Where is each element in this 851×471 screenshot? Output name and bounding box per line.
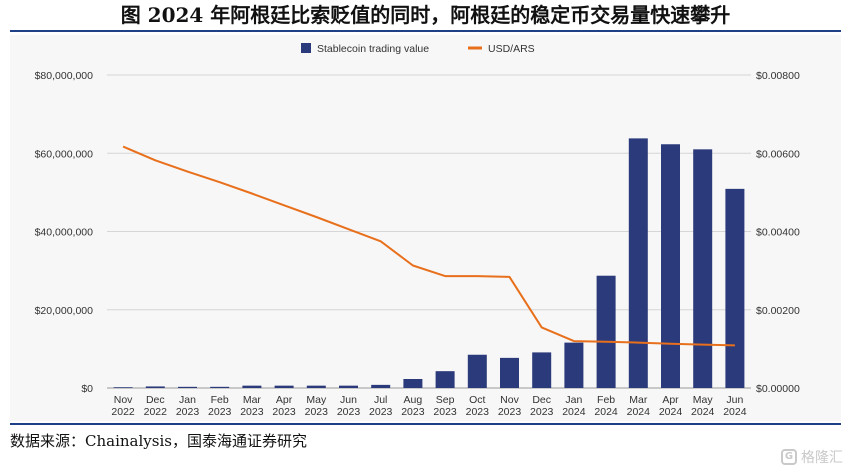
x-tick-label-month: Dec [532, 394, 551, 406]
x-tick-label-month: Apr [276, 394, 293, 406]
y-right-tick-label: $0.00000 [756, 383, 800, 395]
x-tick-label-month: Sep [436, 394, 455, 406]
x-tick-label-month: Jul [374, 394, 387, 406]
bar [725, 188, 745, 388]
bar [628, 138, 648, 388]
bar [339, 385, 358, 388]
legend-swatch-bars [301, 43, 311, 53]
x-tick-label-year: 2023 [401, 406, 425, 418]
x-tick-label-month: Mar [629, 394, 648, 406]
x-tick-label-month: Feb [597, 394, 615, 406]
x-tick-label-year: 2023 [498, 406, 522, 418]
x-tick-label-year: 2022 [144, 406, 168, 418]
y-right-tick-label: $0.00400 [756, 227, 800, 239]
bar [564, 342, 584, 388]
x-tick-label-year: 2023 [337, 406, 361, 418]
x-tick-label-year: 2024 [594, 406, 618, 418]
bar [661, 144, 680, 388]
bar [596, 275, 616, 388]
x-tick-label-year: 2023 [272, 406, 296, 418]
usd-ars-line [122, 145, 735, 347]
watermark: G 格隆汇 [781, 447, 843, 467]
x-tick-label-year: 2023 [466, 406, 490, 418]
watermark-text: 格隆汇 [801, 450, 843, 466]
bar [693, 149, 713, 388]
x-tick-label-year: 2023 [305, 406, 329, 418]
figure-title: 图 2024 年阿根廷比索贬值的同时，阿根廷的稳定币交易量快速攀升 [120, 3, 731, 27]
x-tick-label-year: 2023 [369, 406, 393, 418]
legend-label-bars: Stablecoin trading value [317, 43, 429, 55]
x-tick-label-month: Nov [500, 394, 519, 406]
x-tick-label-month: Mar [243, 394, 262, 406]
y-left-tick-label: $40,000,000 [35, 227, 94, 239]
bar [274, 385, 294, 388]
legend-label-line: USD/ARS [488, 43, 535, 55]
x-tick-label-year: 2024 [562, 406, 586, 418]
x-tick-label-year: 2024 [723, 406, 747, 418]
combo-chart: $0 $0.00000 $20,000,000 $0.00200 $40,000,000… [35, 43, 800, 418]
bar [435, 371, 455, 388]
x-tick-label-month: Nov [114, 394, 133, 406]
y-left-tick-label: $60,000,000 [35, 148, 94, 160]
x-tick-label-month: Jan [179, 394, 196, 406]
x-tick-label-month: Feb [211, 394, 229, 406]
x-tick-label-year: 2023 [240, 406, 264, 418]
y-left-tick-label: $80,000,000 [35, 70, 94, 82]
x-tick-label-year: 2024 [659, 406, 683, 418]
x-tick-label-month: Jun [340, 394, 357, 406]
x-tick-label-year: 2023 [208, 406, 232, 418]
x-tick-label-year: 2023 [433, 406, 457, 418]
bottom-rule [10, 423, 841, 425]
x-tick-label-month: Aug [404, 394, 423, 406]
bar [178, 386, 197, 388]
watermark-logo-icon: G [781, 449, 797, 465]
bar [242, 385, 262, 388]
y-right-tick-label: $0.00800 [756, 70, 800, 82]
y-right-tick-label: $0.00600 [756, 148, 800, 160]
x-tick-label-year: 2023 [176, 406, 200, 418]
bar [371, 384, 391, 388]
x-tick-label-month: Apr [662, 394, 679, 406]
source-note: 数据来源：Chainalysis，国泰海通证券研究 [10, 432, 307, 450]
x-tick-label-month: May [693, 394, 714, 406]
bar [306, 385, 326, 388]
x-tick-label-year: 2023 [530, 406, 554, 418]
bar [210, 386, 230, 388]
bar [403, 379, 423, 388]
bar [532, 352, 552, 388]
top-rule [10, 30, 841, 32]
bar [500, 357, 519, 388]
x-tick-label-month: Jun [726, 394, 743, 406]
y-right-tick-label: $0.00200 [756, 305, 800, 317]
bar [113, 387, 133, 389]
bar [145, 386, 165, 388]
x-tick-label-month: Oct [469, 394, 485, 406]
x-tick-label-month: Dec [146, 394, 165, 406]
x-tick-label-month: Jan [565, 394, 582, 406]
x-tick-label-year: 2024 [627, 406, 651, 418]
chart-panel: $0 $0.00000 $20,000,000 $0.00200 $40,000,000… [10, 35, 841, 421]
x-tick-label-year: 2022 [111, 406, 135, 418]
x-tick-label-month: May [306, 394, 327, 406]
y-left-tick-label: $20,000,000 [35, 305, 94, 317]
x-tick-label-year: 2024 [691, 406, 715, 418]
y-left-tick-label: $0 [81, 383, 93, 395]
bar [467, 354, 487, 388]
